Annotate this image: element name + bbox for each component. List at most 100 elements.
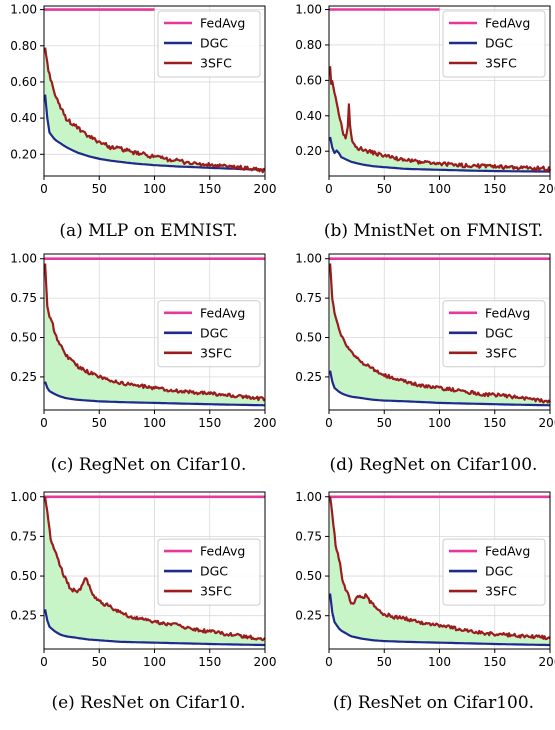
chart-panel-5: 0 50 100 150 200 0.25 0.50 0.75 1.00 FedAvg DGC 3SF…: [10, 490, 276, 713]
y-tick-label: 1.00: [295, 252, 322, 266]
y-tick-label: 0.50: [295, 331, 322, 345]
x-tick-label: 150: [198, 655, 221, 669]
y-tick-label: 0.20: [10, 147, 37, 161]
legend-box: [442, 300, 546, 368]
legend-label-3sfc: 3SFC: [200, 584, 232, 599]
x-tick-label: 50: [92, 182, 107, 196]
legend-label-dgc: DGC: [200, 325, 228, 340]
y-tick-label: 0.50: [10, 331, 37, 345]
y-tick-label: 0.80: [10, 39, 37, 53]
series-line-dgc: [44, 609, 265, 647]
series-line-dgc: [44, 381, 265, 407]
series-line-3sfc: [44, 47, 266, 174]
series-line-3sfc: [329, 496, 551, 641]
legend: FedAvg DGC 3SFC: [157, 10, 261, 78]
y-tick-label: 0.25: [10, 370, 37, 384]
y-tick-label: 0.75: [295, 529, 322, 543]
x-tick-label: 0: [325, 182, 333, 196]
x-tick-label: 50: [92, 416, 107, 430]
legend-label-3sfc: 3SFC: [200, 345, 232, 360]
x-tick-label: 200: [254, 655, 277, 669]
legend-box: [157, 300, 261, 368]
chart-caption: (a) MLP on EMNIST.: [59, 221, 237, 241]
x-tick-label: 50: [377, 655, 392, 669]
y-tick-label: 0.20: [295, 144, 322, 158]
series-line-dgc: [329, 136, 550, 173]
y-tick-label: 1.00: [295, 3, 322, 17]
y-tick-label: 0.40: [10, 111, 37, 125]
x-tick-label: 100: [143, 182, 166, 196]
y-tick-label: 0.25: [295, 609, 322, 623]
y-tick-label: 1.00: [10, 3, 37, 17]
y-tick-label: 0.25: [10, 609, 37, 623]
chart-panel-1: 0 50 100 150 200 0.20 0.40 0.60 0.80 1.00 FedAvg DG…: [10, 3, 276, 241]
y-tick-label: 0.25: [295, 370, 322, 384]
y-tick-label: 0.80: [295, 38, 322, 52]
legend: FedAvg DGC 3SFC: [442, 538, 546, 606]
x-tick-label: 100: [428, 416, 451, 430]
y-tick-label: 1.00: [10, 252, 37, 266]
legend-label-3sfc: 3SFC: [485, 56, 517, 71]
chart-caption: (b) MnistNet on FMNIST.: [324, 221, 543, 241]
y-tick-label: 0.75: [10, 529, 37, 543]
gap-fill-area: [330, 496, 550, 645]
x-tick-label: 100: [143, 655, 166, 669]
chart-panel-3: 0 50 100 150 200 0.25 0.50 0.75 1.00 FedAvg DGC 3SF…: [10, 252, 276, 475]
chart-caption: (d) RegNet on Cifar100.: [330, 455, 538, 475]
y-tick-label: 0.75: [10, 291, 37, 305]
legend-label-dgc: DGC: [485, 36, 513, 51]
legend-label-fedavg: FedAvg: [485, 544, 530, 559]
gap-fill-area: [45, 496, 265, 645]
chart-caption: (f) ResNet on Cifar100.: [333, 693, 534, 713]
series-line-3sfc: [329, 263, 551, 404]
legend-label-fedavg: FedAvg: [485, 16, 530, 31]
gap-fill-area: [330, 263, 550, 406]
x-tick-label: 0: [325, 655, 333, 669]
legend-label-3sfc: 3SFC: [485, 345, 517, 360]
x-tick-label: 0: [325, 416, 333, 430]
x-tick-label: 200: [254, 182, 277, 196]
chart-panel-4: 0 50 100 150 200 0.25 0.50 0.75 1.00 FedAvg DGC 3SF…: [295, 252, 555, 475]
chart-caption: (c) RegNet on Cifar10.: [51, 455, 247, 475]
y-tick-label: 0.75: [295, 291, 322, 305]
legend-label-3sfc: 3SFC: [200, 56, 232, 71]
x-tick-label: 150: [483, 416, 506, 430]
legend-label-dgc: DGC: [200, 564, 228, 579]
legend-label-dgc: DGC: [485, 564, 513, 579]
legend-label-dgc: DGC: [485, 325, 513, 340]
series-line-3sfc: [329, 66, 552, 172]
series-line-3sfc: [44, 263, 266, 402]
chart-caption: (e) ResNet on Cifar10.: [51, 693, 245, 713]
x-tick-label: 200: [539, 416, 555, 430]
x-tick-label: 100: [428, 182, 451, 196]
y-tick-label: 0.50: [10, 569, 37, 583]
x-tick-label: 50: [377, 416, 392, 430]
chart-panel-6: 0 50 100 150 200 0.25 0.50 0.75 1.00 FedAvg DGC 3SF…: [295, 490, 555, 713]
x-tick-label: 150: [483, 655, 506, 669]
legend-label-fedavg: FedAvg: [485, 305, 530, 320]
legend-box: [442, 10, 546, 78]
series-line-dgc: [329, 593, 550, 647]
y-tick-label: 1.00: [10, 490, 37, 504]
x-tick-label: 200: [539, 182, 555, 196]
x-tick-label: 0: [40, 182, 48, 196]
x-tick-label: 100: [428, 655, 451, 669]
gap-fill-area: [330, 66, 550, 172]
legend-box: [157, 10, 261, 78]
x-tick-label: 200: [539, 655, 555, 669]
legend-label-3sfc: 3SFC: [485, 584, 517, 599]
legend-label-fedavg: FedAvg: [200, 305, 245, 320]
x-tick-label: 150: [198, 182, 221, 196]
legend: FedAvg DGC 3SFC: [442, 10, 546, 78]
x-tick-label: 150: [198, 416, 221, 430]
series-line-3sfc: [44, 496, 266, 642]
x-tick-label: 50: [92, 655, 107, 669]
legend-label-fedavg: FedAvg: [200, 16, 245, 31]
series-line-dgc: [44, 94, 266, 171]
legend: FedAvg DGC 3SFC: [157, 300, 261, 368]
y-tick-label: 0.60: [295, 73, 322, 87]
gap-fill-area: [45, 263, 265, 406]
y-tick-label: 0.40: [295, 109, 322, 123]
legend-box: [157, 538, 261, 606]
